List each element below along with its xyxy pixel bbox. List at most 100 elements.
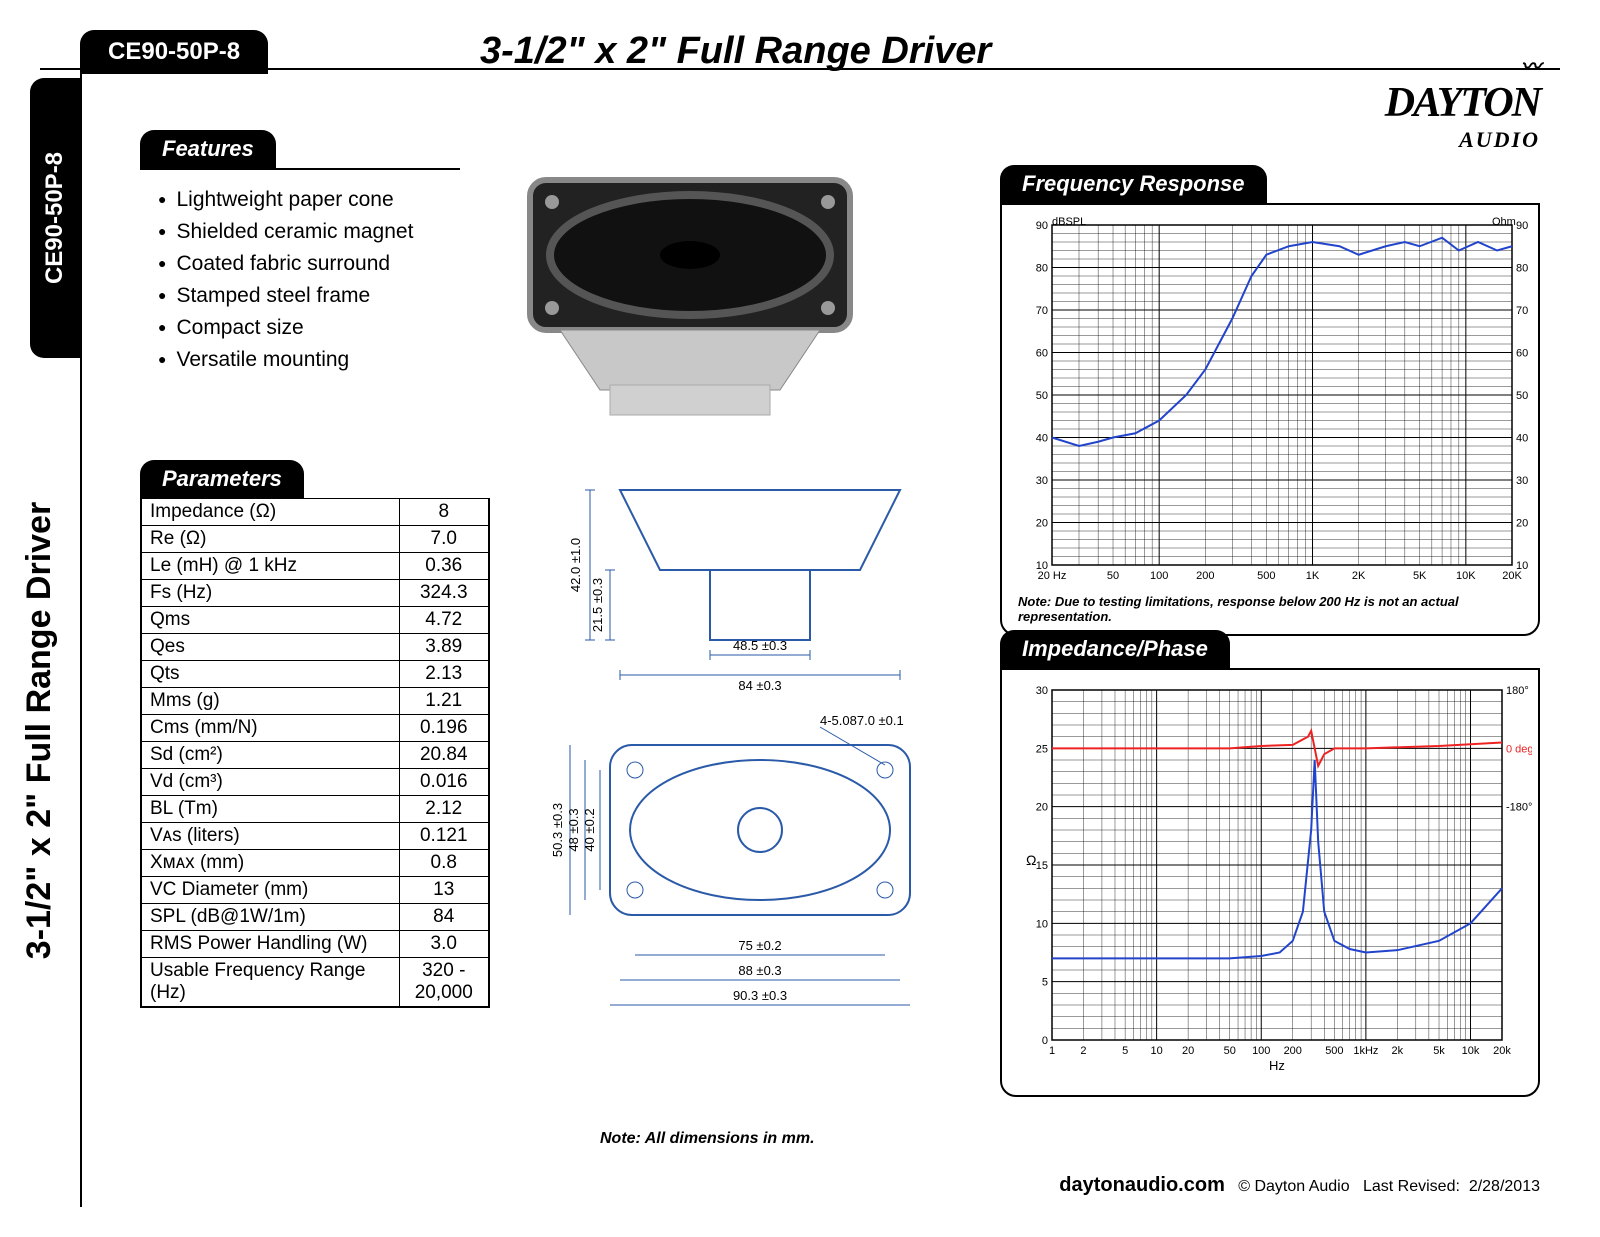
param-value: 7.0: [399, 526, 489, 553]
svg-text:15: 15: [1036, 860, 1048, 872]
svg-text:Hz: Hz: [1269, 1058, 1285, 1073]
svg-text:500: 500: [1325, 1045, 1343, 1057]
svg-text:30: 30: [1036, 475, 1048, 487]
features-heading: Features: [140, 130, 276, 168]
svg-text:180°: 180°: [1506, 685, 1529, 697]
param-label: Qms: [141, 607, 399, 634]
model-text: CE90-50P-8: [108, 38, 240, 65]
svg-text:30: 30: [1516, 475, 1528, 487]
impedance-heading: Impedance/Phase: [1000, 630, 1230, 668]
svg-text:20 Hz: 20 Hz: [1038, 570, 1067, 582]
param-value: 2.12: [399, 796, 489, 823]
svg-text:20: 20: [1036, 518, 1048, 530]
svg-text:10K: 10K: [1456, 570, 1476, 582]
svg-text:48.5 ±0.3: 48.5 ±0.3: [733, 638, 787, 653]
table-row: Vd (cm³)0.016: [141, 769, 489, 796]
table-row: Impedance (Ω)8: [141, 499, 489, 526]
param-value: 0.196: [399, 715, 489, 742]
page-title: 3-1/2" x 2" Full Range Driver: [480, 30, 991, 73]
param-value: 20.84: [399, 742, 489, 769]
svg-text:5k: 5k: [1433, 1045, 1445, 1057]
param-label: Qes: [141, 634, 399, 661]
svg-text:500: 500: [1257, 570, 1275, 582]
svg-text:0 deg: 0 deg: [1506, 743, 1532, 755]
feature-item: Lightweight paper cone: [158, 184, 450, 216]
param-label: VC Diameter (mm): [141, 877, 399, 904]
freq-note: Note: Due to testing limitations, respon…: [1012, 590, 1528, 624]
footer: daytonaudio.com © Dayton Audio Last Revi…: [1059, 1174, 1540, 1197]
param-value: 0.8: [399, 850, 489, 877]
param-label: Qts: [141, 661, 399, 688]
vertical-title: 3-1/2" x 2" Full Range Driver: [0, 380, 80, 1080]
table-row: RMS Power Handling (W)3.0: [141, 931, 489, 958]
param-value: 0.36: [399, 553, 489, 580]
svg-text:20: 20: [1516, 518, 1528, 530]
svg-text:20k: 20k: [1493, 1045, 1511, 1057]
param-label: Vd (cm³): [141, 769, 399, 796]
svg-text:1: 1: [1049, 1045, 1055, 1057]
logo-brand: DAYTON: [1385, 79, 1540, 127]
svg-text:20: 20: [1036, 802, 1048, 814]
param-label: Xᴍᴀx (mm): [141, 850, 399, 877]
svg-text:50: 50: [1036, 390, 1048, 402]
svg-text:40: 40: [1516, 433, 1528, 445]
footer-rev-label: Last Revised:: [1363, 1178, 1460, 1195]
param-label: SPL (dB@1W/1m): [141, 904, 399, 931]
param-value: 8: [399, 499, 489, 526]
svg-text:0: 0: [1042, 1035, 1048, 1047]
svg-text:-180°: -180°: [1506, 802, 1532, 814]
svg-text:dBSPL: dBSPL: [1052, 216, 1086, 228]
side-model-text: CE90-50P-8: [41, 152, 69, 284]
param-value: 3.0: [399, 931, 489, 958]
table-row: VC Diameter (mm)13: [141, 877, 489, 904]
table-row: Usable Frequency Range (Hz)320 - 20,000: [141, 958, 489, 1008]
svg-text:70: 70: [1036, 305, 1048, 317]
parameters-heading: Parameters: [140, 460, 304, 498]
table-row: Mms (g)1.21: [141, 688, 489, 715]
svg-text:60: 60: [1036, 348, 1048, 360]
param-value: 0.121: [399, 823, 489, 850]
param-label: RMS Power Handling (W): [141, 931, 399, 958]
feature-item: Coated fabric surround: [158, 248, 450, 280]
svg-text:2K: 2K: [1352, 570, 1366, 582]
feature-item: Compact size: [158, 312, 450, 344]
svg-text:90: 90: [1036, 220, 1048, 232]
svg-text:90.3 ±0.3: 90.3 ±0.3: [733, 988, 787, 1003]
param-label: BL (Tm): [141, 796, 399, 823]
svg-text:1kHz: 1kHz: [1353, 1045, 1378, 1057]
svg-text:200: 200: [1196, 570, 1214, 582]
footer-site: daytonaudio.com: [1059, 1174, 1225, 1196]
svg-text:42.0 ±1.0: 42.0 ±1.0: [568, 538, 583, 592]
feature-item: Versatile mounting: [158, 344, 450, 376]
svg-text:50: 50: [1516, 390, 1528, 402]
side-rule: [80, 68, 82, 1207]
svg-text:50: 50: [1107, 570, 1119, 582]
svg-text:5K: 5K: [1413, 570, 1427, 582]
impedance-chart: 051015202530180°0 deg-180°12510205010020…: [1000, 668, 1540, 1097]
svg-text:40 ±0.2: 40 ±0.2: [582, 808, 597, 851]
param-label: Re (Ω): [141, 526, 399, 553]
vertical-title-text: 3-1/2" x 2" Full Range Driver: [21, 501, 60, 958]
side-model-tab: CE90-50P-8: [30, 78, 80, 358]
svg-text:100: 100: [1252, 1045, 1270, 1057]
features-section: Features Lightweight paper coneShielded …: [140, 130, 460, 390]
svg-text:80: 80: [1036, 263, 1048, 275]
parameters-table: Impedance (Ω)8Re (Ω)7.0Le (mH) @ 1 kHz0.…: [140, 498, 490, 1008]
param-value: 13: [399, 877, 489, 904]
svg-text:75 ±0.2: 75 ±0.2: [738, 938, 781, 953]
svg-text:2: 2: [1080, 1045, 1086, 1057]
dimensions-note: Note: All dimensions in mm.: [600, 1130, 815, 1148]
table-row: Re (Ω)7.0: [141, 526, 489, 553]
product-photo: [500, 160, 880, 430]
footer-rev-date: 2/28/2013: [1469, 1178, 1540, 1195]
param-label: Cms (mm/N): [141, 715, 399, 742]
param-value: 324.3: [399, 580, 489, 607]
table-row: Cms (mm/N)0.196: [141, 715, 489, 742]
svg-text:4-5.087.0 ±0.1: 4-5.087.0 ±0.1: [820, 713, 904, 728]
svg-text:2k: 2k: [1392, 1045, 1404, 1057]
param-value: 0.016: [399, 769, 489, 796]
svg-text:21.5 ±0.3: 21.5 ±0.3: [590, 578, 605, 632]
parameters-section: Parameters Impedance (Ω)8Re (Ω)7.0Le (mH…: [140, 460, 490, 1008]
frequency-response-section: Frequency Response 101020203030404050506…: [1000, 165, 1540, 636]
param-value: 84: [399, 904, 489, 931]
